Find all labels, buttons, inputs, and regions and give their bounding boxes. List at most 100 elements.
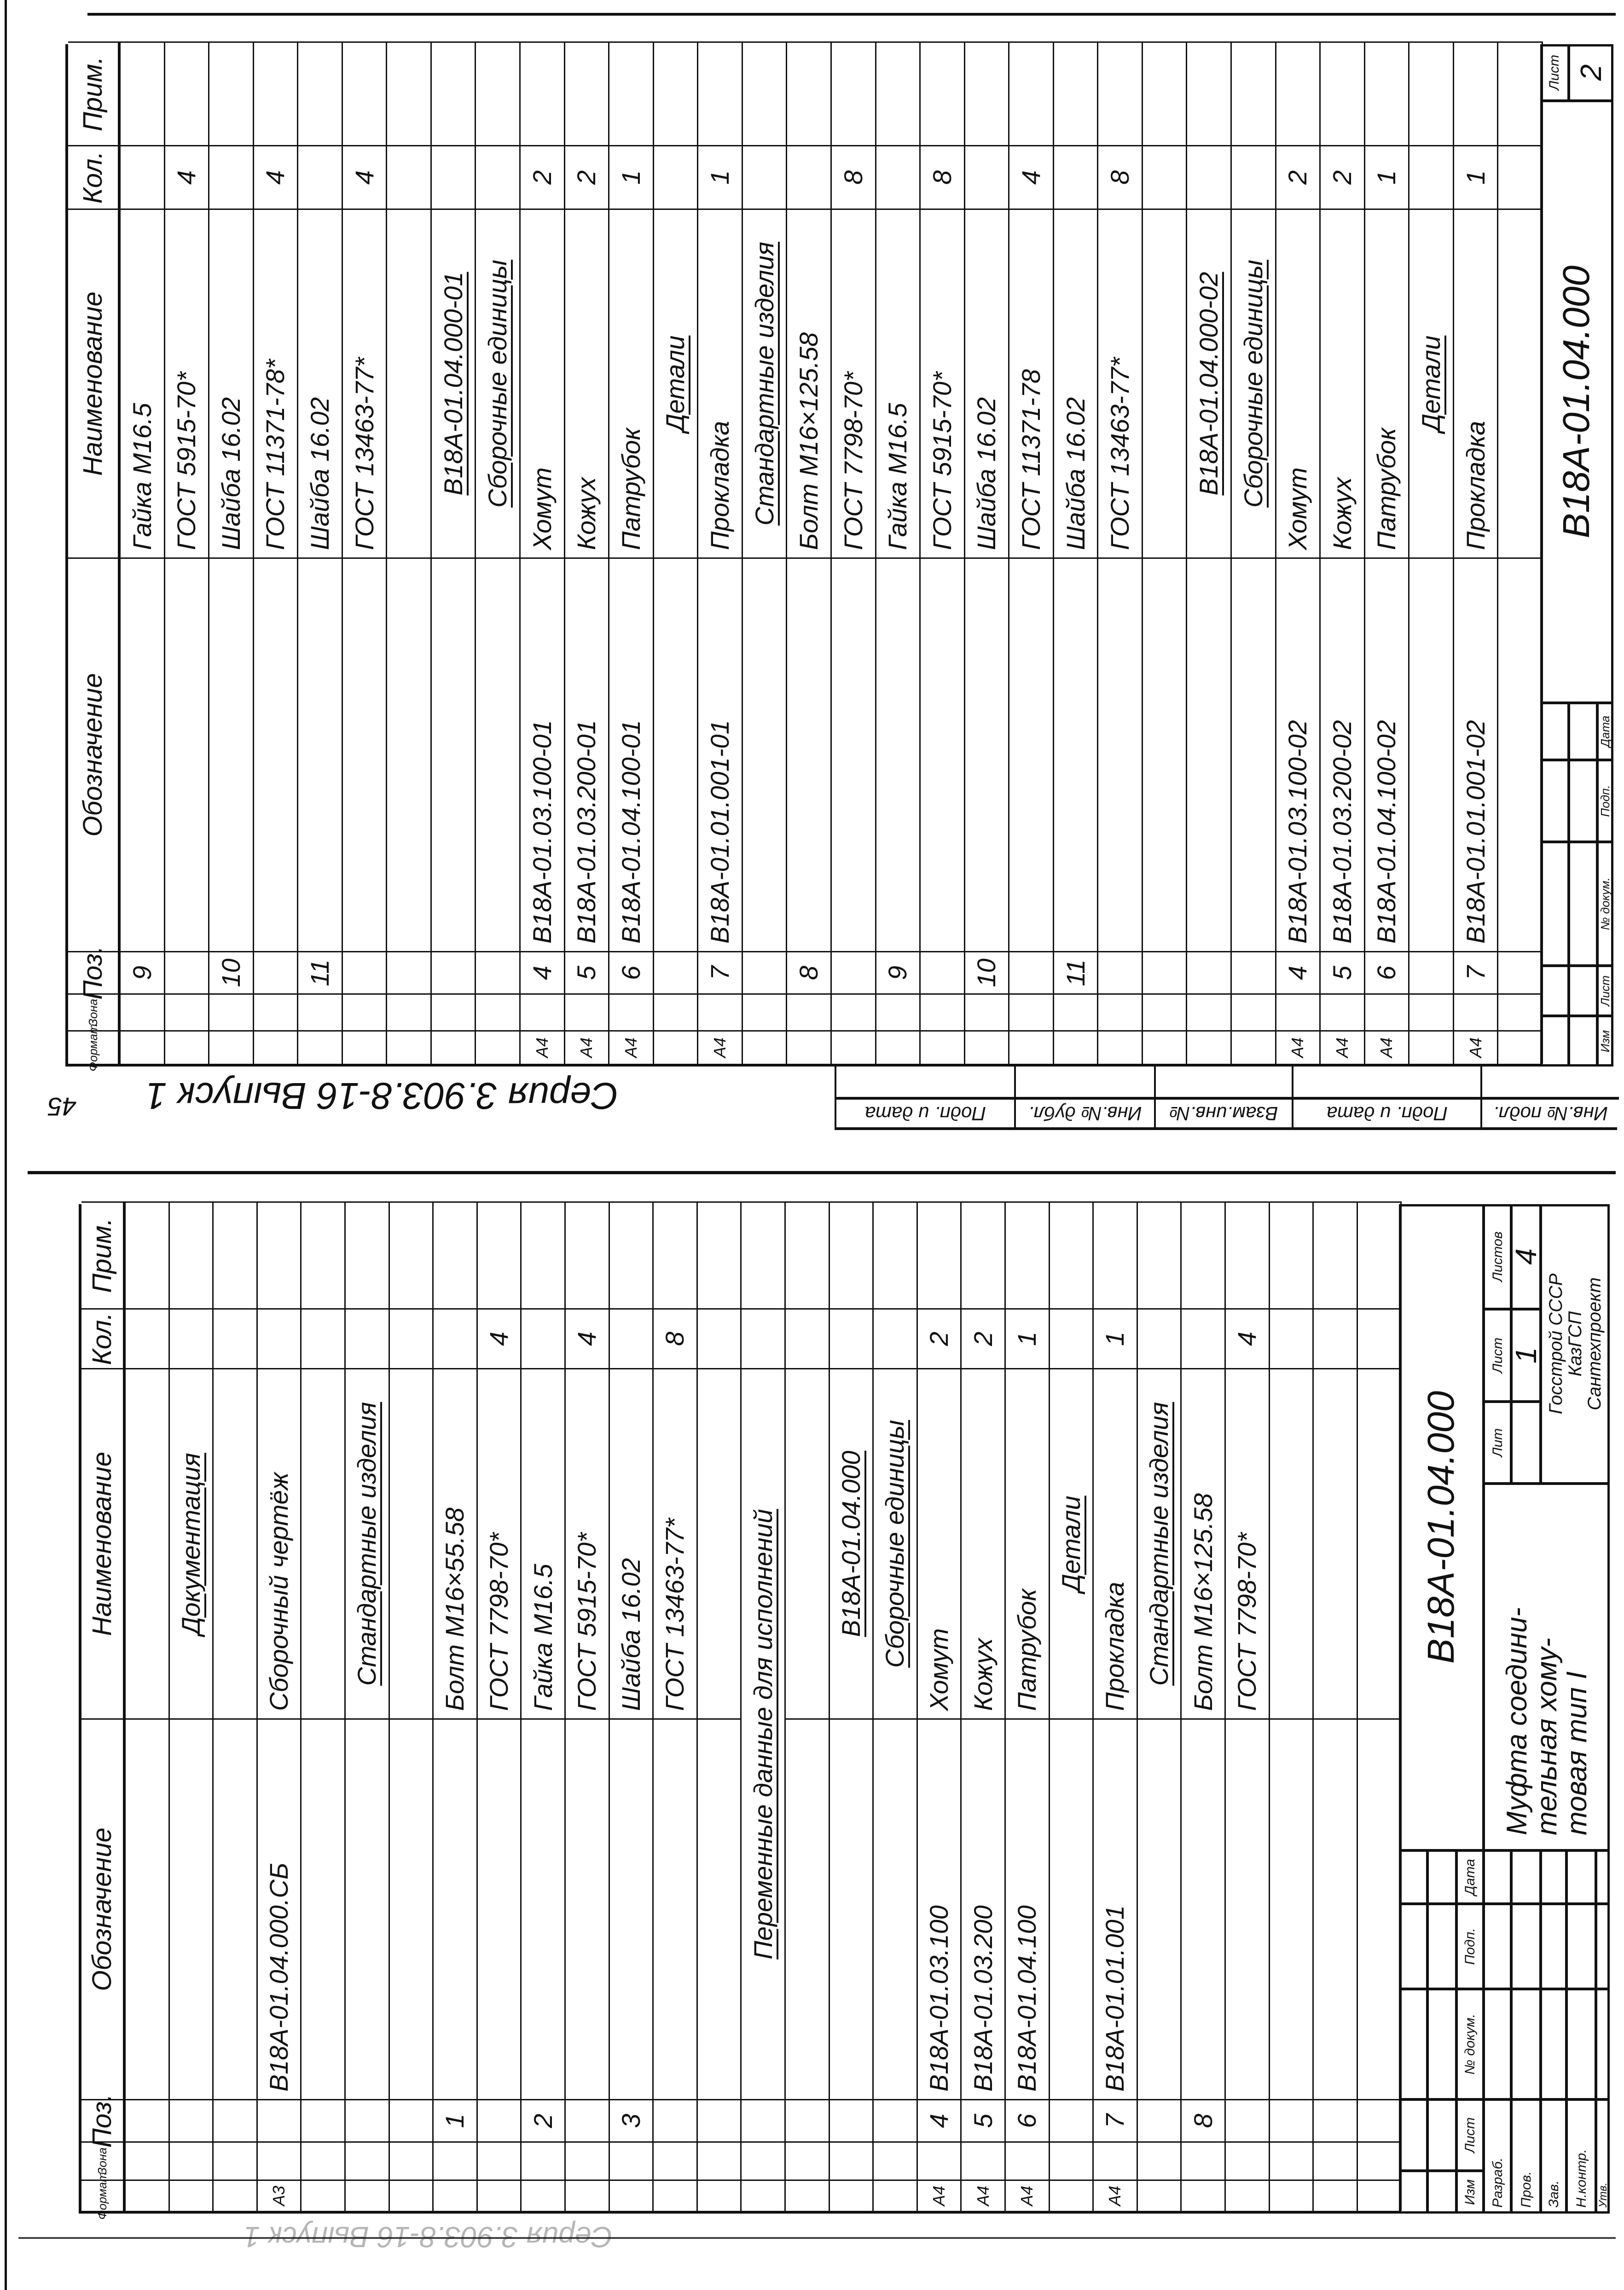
- cell-zone: [917, 2141, 962, 2180]
- cell-pos: 10: [209, 951, 254, 993]
- cell-pos: 8: [787, 951, 832, 993]
- cell-format: [1187, 1030, 1232, 1064]
- signature-cell: [1566, 1989, 1596, 2099]
- cell-note: [1365, 41, 1410, 145]
- revision-grid-cell: [1399, 2099, 1428, 2171]
- table-row: ГОСТ 11371-78 4: [1009, 41, 1054, 1064]
- revision-grid-label: Изм: [1456, 2171, 1484, 2214]
- table-row: В18А-01.04.000-02: [1187, 41, 1232, 1064]
- cell-designation: [787, 557, 832, 951]
- cell-qty: [169, 1308, 214, 1368]
- table-row: 2 Гайка М16.5: [522, 1201, 566, 2211]
- cell-name: [302, 1368, 346, 1718]
- cell-note: [257, 1201, 302, 1308]
- column-header-pos: Поз.: [68, 946, 121, 1000]
- revision-grid-cell: [1427, 2099, 1457, 2171]
- drawing-designation: В18А-01.04.000: [1540, 101, 1613, 703]
- cell-designation: [654, 557, 699, 951]
- cell-qty: [742, 145, 788, 209]
- table-row: Детали: [654, 41, 699, 1064]
- qty-text: 8: [838, 170, 868, 185]
- table-row: ГОСТ 13463-77* 8: [654, 1201, 698, 2211]
- name-text: Шайба 16.02: [972, 397, 1001, 550]
- cell-name: ГОСТ 5915-70*: [165, 209, 210, 557]
- cell-name: Стандартные изделия: [1137, 1368, 1182, 1718]
- cell-format: [169, 2180, 214, 2211]
- table-row: ГОСТ 5915-70* 8: [921, 41, 965, 1064]
- cell-note: [1226, 1201, 1270, 1308]
- cell-designation: [434, 1718, 478, 2099]
- qty-text: 4: [172, 170, 201, 185]
- cell-zone: [165, 993, 210, 1030]
- cell-designation: [566, 1718, 610, 2099]
- name-text: Болт М16×125.58: [1188, 1493, 1218, 1711]
- cell-designation: В18А-01.03.100-02: [1276, 557, 1321, 951]
- cell-zone: [1454, 993, 1499, 1030]
- cell-name: ГОСТ 13463-77*: [1098, 209, 1143, 557]
- cell-zone: [1050, 2141, 1094, 2180]
- designation-text: В18А-01.03.100-02: [1283, 720, 1312, 944]
- stamp-blank: [1016, 1067, 1156, 1098]
- cell-qty: 4: [1226, 1308, 1270, 1368]
- cell-zone: [1182, 2141, 1226, 2180]
- revision-grid-label: № докум.: [1597, 842, 1613, 966]
- cell-pos: 6: [609, 951, 654, 993]
- qty-text: 1: [705, 170, 735, 185]
- cell-qty: 1: [1365, 145, 1410, 209]
- table-row: [1498, 41, 1543, 1064]
- page-number: 45: [47, 1092, 77, 1122]
- cell-pos: [126, 2099, 170, 2141]
- cell-zone: [521, 993, 565, 1030]
- cell-note: [254, 41, 299, 145]
- table-row: Стандартные изделия: [742, 41, 788, 1064]
- cell-designation: [876, 557, 921, 951]
- cell-designation: В18А-01.03.200-02: [1321, 557, 1365, 951]
- cell-qty: [434, 1308, 478, 1368]
- cell-zone: [169, 2141, 214, 2180]
- cell-zone: [876, 993, 921, 1030]
- cell-zone: [742, 2141, 786, 2180]
- cell-qty: 2: [1321, 145, 1365, 209]
- cell-name: Гайка М16.5: [121, 209, 165, 557]
- cell-designation: [829, 1718, 874, 2099]
- cell-name: [786, 1368, 830, 1718]
- cell-name: Детали: [654, 209, 699, 557]
- cell-note: [165, 41, 210, 145]
- cell-note: [609, 41, 654, 145]
- cell-note: [698, 41, 743, 145]
- cell-pos: [1143, 951, 1188, 993]
- name-text: Шайба 16.02: [216, 397, 245, 550]
- cell-note: [298, 41, 343, 145]
- name-text: ГОСТ 11371-78*: [261, 359, 290, 550]
- cell-name: Шайба 16.02: [298, 209, 343, 557]
- cell-zone: [1357, 2141, 1402, 2180]
- cell-format: [342, 1030, 388, 1064]
- cell-qty: [829, 1308, 874, 1368]
- table-row: А3 В18А-01.04.000.СБ Сборочный чертёж: [257, 1201, 302, 2211]
- format-text: А4: [929, 2186, 949, 2206]
- table-row: 11 Шайба 16.02: [298, 41, 343, 1064]
- cell-note: [387, 41, 432, 145]
- column-header-format: Формат: [81, 2172, 126, 2220]
- section-heading-text: В18А-01.04.000-02: [1194, 272, 1224, 496]
- drawing-title-line: тельная хому-: [1531, 1638, 1563, 1835]
- cell-format: А4: [917, 2180, 962, 2211]
- table-row: [387, 41, 432, 1064]
- name-text: ГОСТ 5915-70*: [927, 371, 957, 550]
- revision-grid-label: Лист: [1456, 2099, 1484, 2171]
- table-row: ГОСТ 13463-77* 8: [1098, 41, 1143, 1064]
- format-text: А4: [577, 1037, 596, 1058]
- cell-note: [1357, 1201, 1402, 1308]
- cell-pos: 9: [876, 951, 921, 993]
- revision-grid-cell: [1540, 1016, 1569, 1067]
- cell-format: [302, 2180, 346, 2211]
- cell-qty: 4: [1009, 145, 1054, 209]
- cell-pos: [254, 951, 299, 993]
- cell-format: А4: [698, 1030, 743, 1064]
- cell-designation: [831, 557, 876, 951]
- name-text: Патрубок: [1012, 1589, 1042, 1711]
- revision-grid-cell: [1568, 966, 1597, 1016]
- cell-name: Прокладка: [1094, 1368, 1138, 1718]
- table-row: А4 4 В18А-01.03.100-02 Хомут 2: [1276, 41, 1321, 1064]
- cell-pos: 6: [1006, 2099, 1050, 2141]
